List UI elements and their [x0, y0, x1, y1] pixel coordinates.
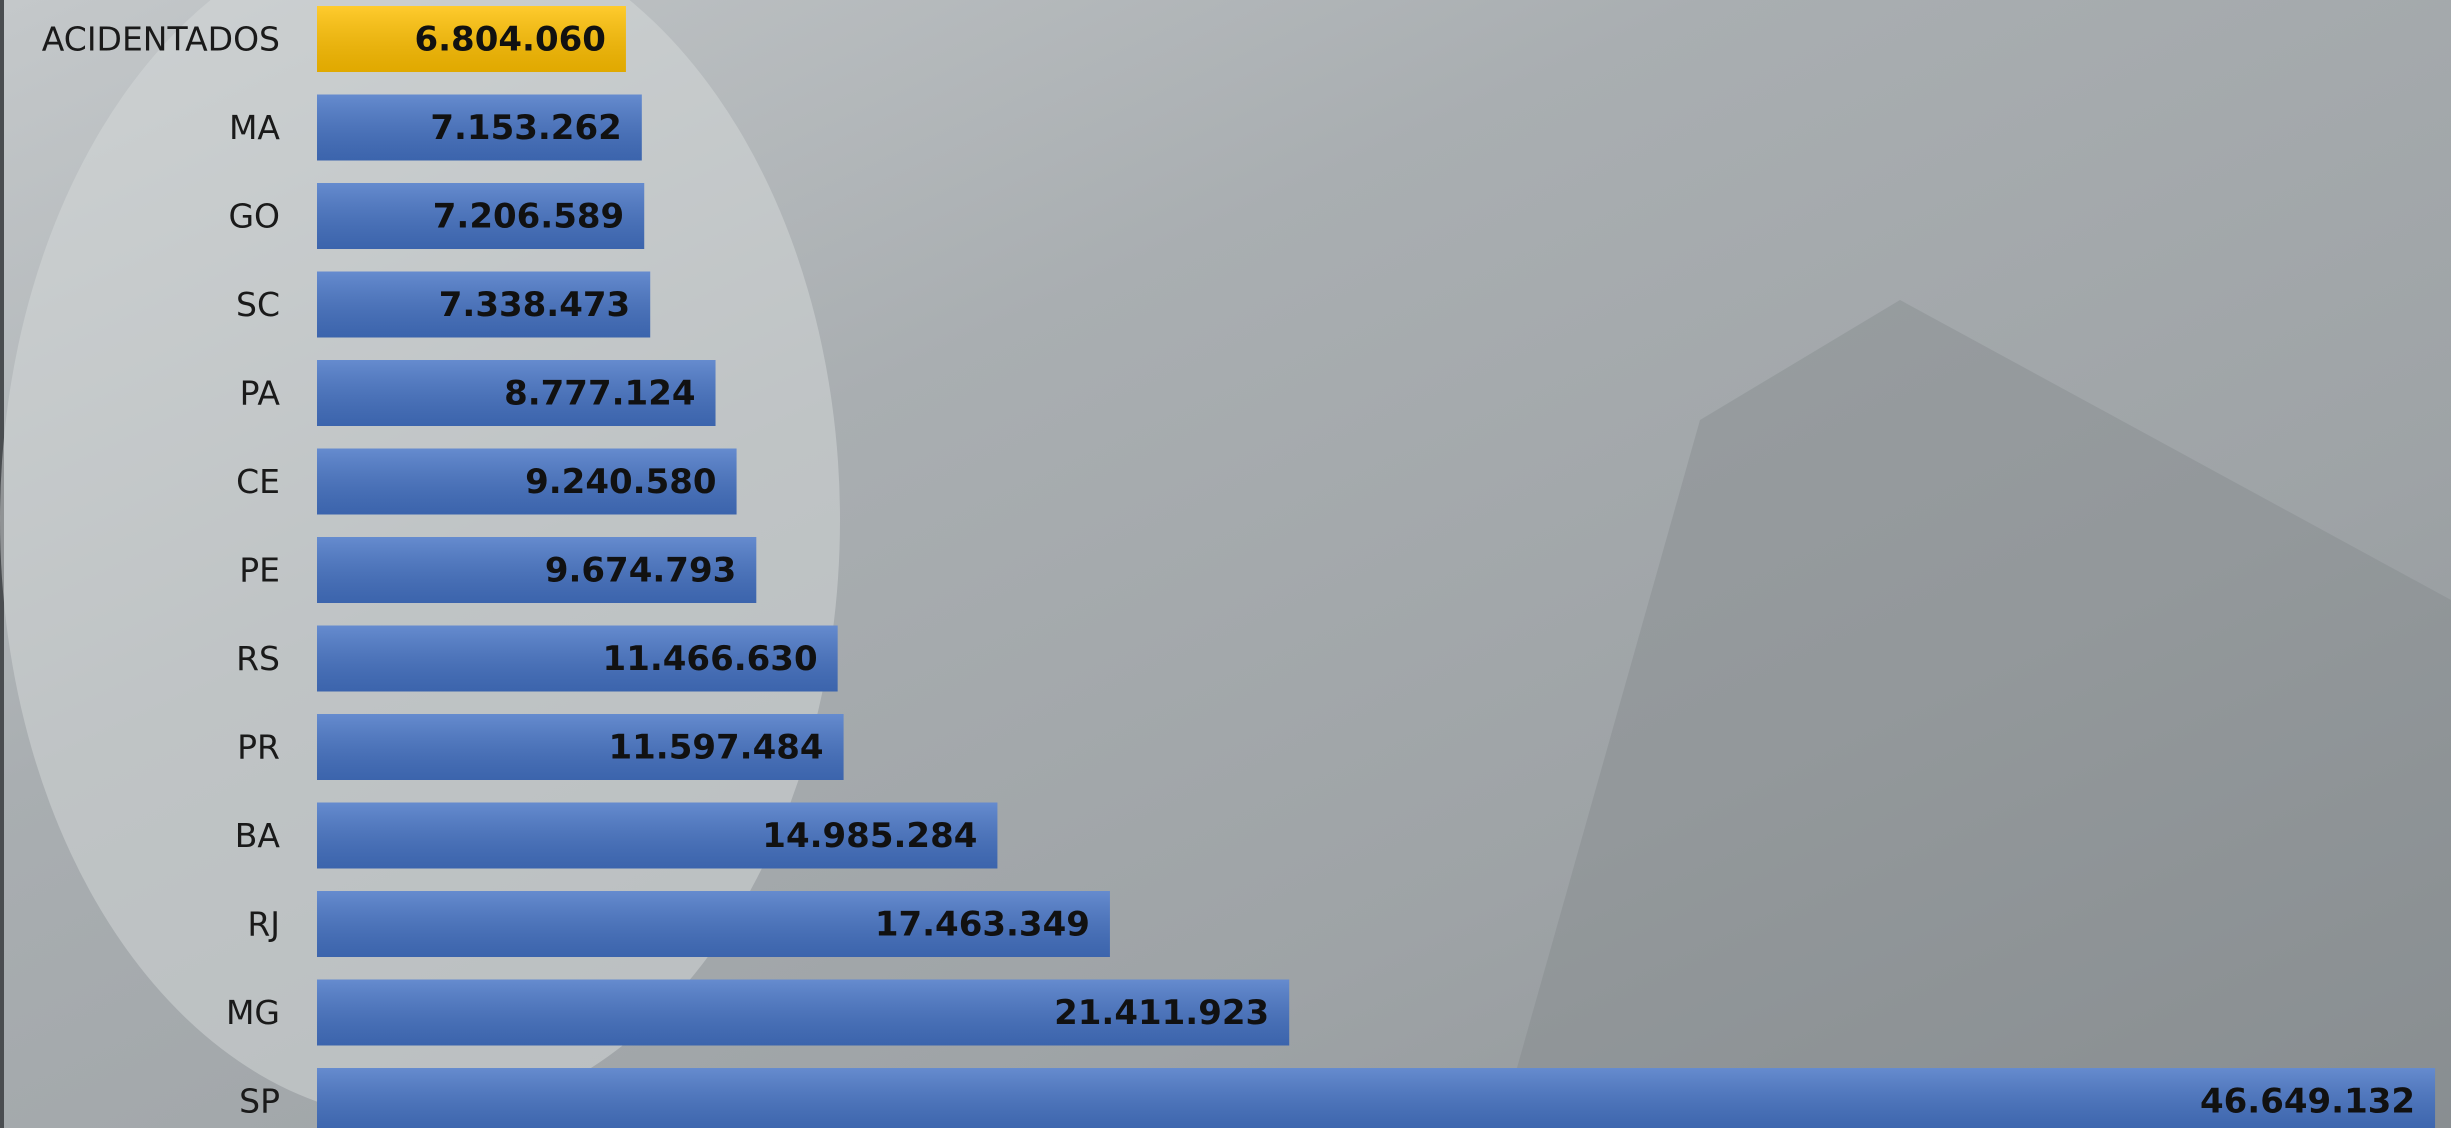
value-label: 21.411.923 — [1054, 993, 1269, 1033]
page: ACIDENTADOS 6.804.060 MA 7.153.262 GO 7.206.5… — [0, 0, 2451, 1128]
category-label: GO — [228, 197, 280, 236]
category-label: ACIDENTADOS — [42, 20, 280, 59]
category-label: SC — [236, 285, 280, 324]
value-label: 7.206.589 — [433, 197, 624, 237]
category-label: RS — [236, 639, 280, 678]
category-label: MG — [226, 993, 280, 1032]
value-label: 14.985.284 — [762, 816, 977, 856]
category-label: BA — [235, 816, 281, 855]
category-label: RJ — [247, 905, 280, 944]
chart: ACIDENTADOS 6.804.060 MA 7.153.262 GO 7.206.5… — [0, 0, 2451, 1128]
bar-shade — [317, 1068, 2435, 1128]
category-label: CE — [236, 462, 280, 501]
value-label: 46.649.132 — [2200, 1082, 2415, 1122]
value-label: 9.240.580 — [525, 462, 716, 502]
category-label: MA — [229, 108, 280, 147]
value-label: 8.777.124 — [504, 374, 695, 414]
value-label: 6.804.060 — [414, 20, 605, 60]
category-label: PR — [237, 728, 280, 767]
value-label: 7.338.473 — [439, 285, 630, 325]
value-label: 11.597.484 — [608, 728, 823, 768]
value-label: 7.153.262 — [430, 108, 621, 148]
category-label: PA — [240, 374, 281, 413]
category-label: SP — [239, 1082, 280, 1121]
value-label: 17.463.349 — [875, 905, 1090, 945]
value-label: 9.674.793 — [545, 551, 736, 591]
value-label: 11.466.630 — [603, 639, 818, 679]
category-label: PE — [239, 551, 280, 590]
